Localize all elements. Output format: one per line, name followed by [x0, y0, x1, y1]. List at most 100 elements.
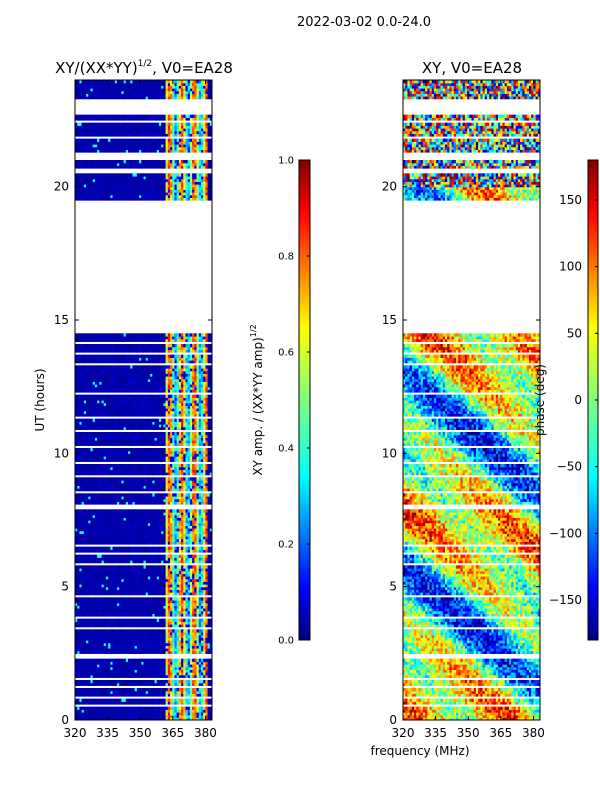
amp-heatmap-cell [205, 530, 209, 534]
amp-heatmap-cell [77, 701, 81, 705]
amp-heatmap-cell [97, 570, 100, 574]
amp-heatmap-cell [172, 712, 176, 716]
amp-heatmap-cell [114, 674, 118, 678]
amp-heatmap-cell [83, 661, 87, 665]
amp-heatmap-cell [196, 608, 200, 612]
amp-heatmap-cell [112, 608, 116, 612]
amp-heatmap-cell [103, 648, 107, 652]
amp-heatmap-cell [143, 618, 147, 622]
amp-heatmap-cell [123, 512, 127, 516]
amp-heatmap-cell [181, 520, 184, 524]
amp-heatmap-cell [209, 621, 212, 625]
amp-heatmap-cell [156, 530, 160, 534]
amp-heatmap-cell [203, 680, 206, 684]
amp-heatmap-cell [86, 613, 89, 617]
amp-heatmap-cell [167, 514, 171, 518]
amp-heatmap-cell [203, 701, 206, 705]
amp-heatmap-cell [141, 496, 145, 500]
amp-heatmap-cell [187, 533, 191, 537]
amp-heatmap-cell [112, 482, 116, 486]
amp-heatmap-cell [77, 618, 81, 622]
amp-heatmap-cell [196, 573, 200, 577]
amp-heatmap-cell [167, 717, 171, 720]
amp-heatmap-cell [92, 560, 96, 564]
amp-heatmap-cell [187, 472, 191, 476]
amp-heatmap-cell [181, 592, 184, 596]
amp-heatmap-cell [88, 680, 92, 684]
amp-heatmap-cell [88, 621, 92, 625]
amp-heatmap-cell [156, 664, 160, 668]
amp-heatmap-cell [152, 498, 156, 502]
amp-heatmap-cell [92, 469, 96, 473]
amp-heatmap-cell [94, 509, 98, 513]
amp-heatmap-cell [185, 608, 189, 612]
amp-heatmap-cell [141, 618, 145, 622]
amp-heatmap-cell [187, 642, 191, 646]
amp-heatmap-cell [156, 634, 160, 638]
amp-heatmap-cell [178, 584, 182, 588]
amp-heatmap-cell [94, 586, 98, 590]
amp-heatmap-cell [125, 509, 129, 513]
amp-heatmap-cell [130, 717, 134, 720]
amp-heatmap-cell [183, 693, 187, 697]
amp-heatmap-cell [150, 584, 153, 588]
amp-heatmap-cell [112, 520, 116, 524]
amp-heatmap-cell [192, 480, 195, 484]
amp-heatmap-cell [116, 512, 120, 516]
amp-heatmap-cell [79, 645, 83, 649]
amp-heatmap-cell [139, 624, 142, 628]
amp-heatmap-cell [94, 714, 98, 718]
amp-heatmap-cell [209, 520, 212, 524]
amp-heatmap-cell [97, 464, 100, 468]
amp-heatmap-cell [112, 501, 116, 505]
amp-heatmap-cell [163, 578, 167, 582]
amp-heatmap-cell [110, 629, 114, 633]
amp-heatmap-cell [174, 624, 178, 628]
amp-heatmap-cell [97, 578, 100, 582]
amp-heatmap-cell [185, 624, 189, 628]
amp-heatmap-cell [145, 514, 149, 518]
amp-heatmap-cell [75, 477, 78, 481]
amp-heatmap-cell [99, 597, 103, 601]
amp-heatmap-cell [145, 669, 149, 673]
amp-heatmap-cell [132, 493, 136, 497]
amp-heatmap-cell [114, 488, 118, 492]
amp-heatmap-cell [125, 560, 129, 564]
amp-heatmap-cell [174, 709, 178, 713]
amp-heatmap-cell [181, 576, 184, 580]
amp-heatmap-cell [92, 477, 96, 481]
amp-heatmap-cell [101, 565, 105, 569]
amp-heatmap-cell [94, 578, 98, 582]
amp-heatmap-cell [79, 477, 83, 481]
amp-heatmap-cell [198, 530, 202, 534]
amp-heatmap-cell [209, 648, 212, 652]
amp-heatmap-cell [99, 629, 103, 633]
amp-heatmap-cell [163, 581, 167, 585]
amp-heatmap-cell [172, 608, 176, 612]
amp-heatmap-cell [147, 469, 151, 473]
amp-heatmap-cell [167, 541, 171, 545]
amp-heatmap-cell [167, 560, 171, 564]
amp-heatmap-cell [165, 618, 169, 622]
amp-heatmap-cell [110, 581, 114, 585]
amp-heatmap-cell [192, 608, 195, 612]
amp-heatmap-cell [134, 536, 138, 540]
amp-heatmap-cell [181, 554, 184, 558]
amp-heatmap-cell [185, 680, 189, 684]
amp-heatmap-cell [97, 584, 100, 588]
amp-heatmap-cell [158, 581, 162, 585]
amp-heatmap-cell [183, 472, 187, 476]
amp-heatmap-cell [178, 706, 182, 710]
amp-heatmap-cell [187, 624, 191, 628]
amp-heatmap-cell [189, 477, 193, 481]
amp-heatmap-cell [90, 600, 94, 604]
amp-heatmap-cell [86, 589, 89, 593]
amp-heatmap-cell [174, 693, 178, 697]
amp-heatmap-cell [86, 557, 89, 561]
amp-heatmap-cell [192, 485, 195, 489]
amp-heatmap-cell [192, 717, 195, 720]
amp-heatmap-cell [83, 669, 87, 673]
amp-heatmap-cell [75, 640, 78, 644]
amp-heatmap-cell [97, 682, 100, 686]
amp-heatmap-cell [90, 560, 94, 564]
